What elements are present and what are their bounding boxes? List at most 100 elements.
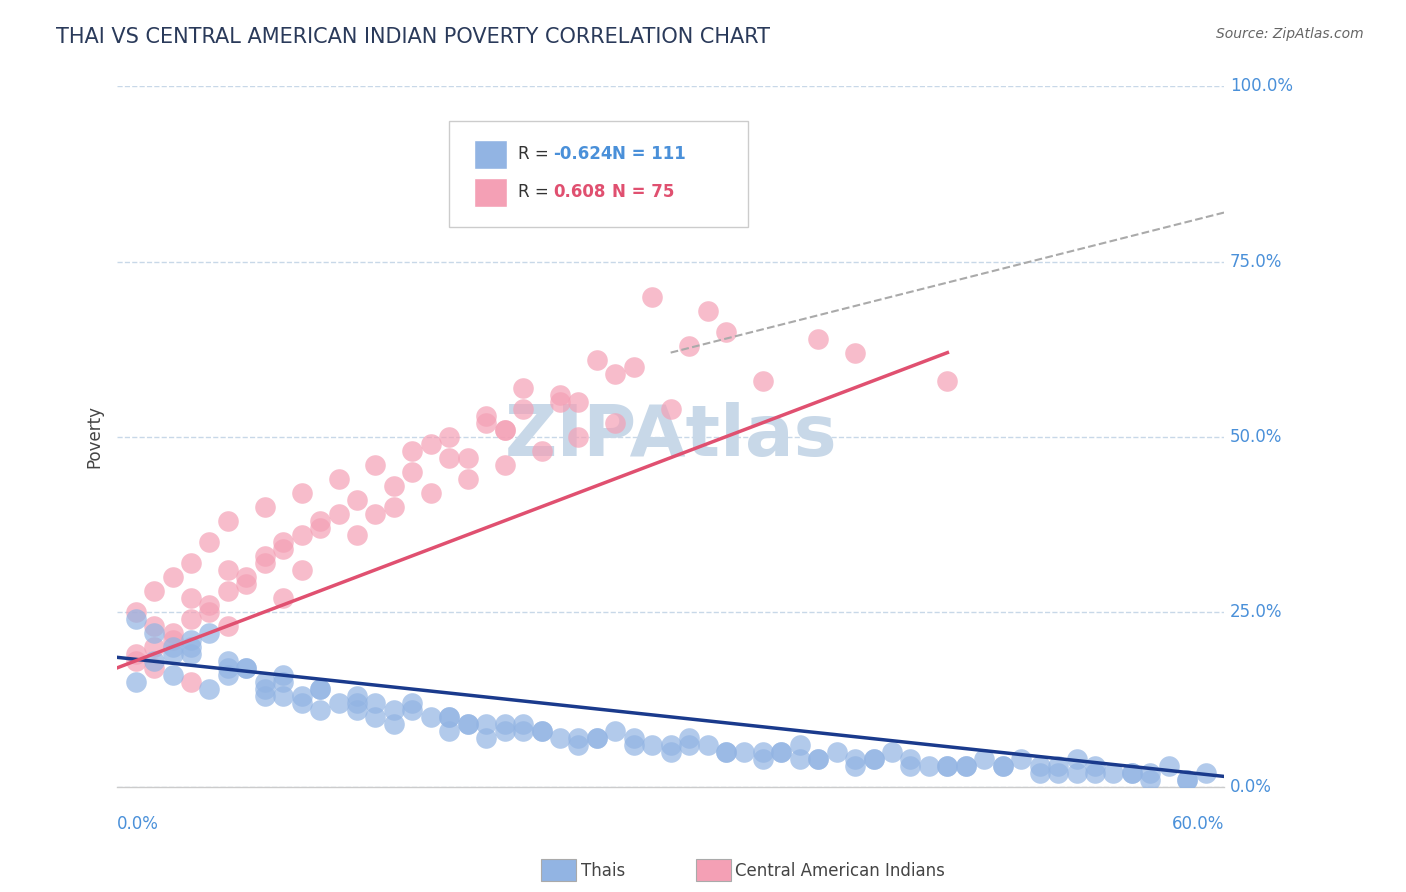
Point [880,745,903,759]
Point [494,423,516,437]
Point [1102,765,1125,780]
Point [180,647,202,661]
Point [714,325,737,339]
Point [162,632,184,647]
Point [530,723,553,738]
Point [494,423,516,437]
Point [1139,765,1161,780]
Text: R =: R = [517,183,554,202]
Point [346,492,368,507]
Point [457,717,479,731]
Point [162,640,184,654]
Point [253,500,276,514]
Point [714,745,737,759]
Point [271,591,294,605]
Point [235,576,257,591]
Text: N = 111: N = 111 [612,145,686,163]
Point [973,752,995,766]
Point [217,563,239,577]
Point [309,514,332,528]
Point [918,759,941,773]
Point [346,696,368,710]
Point [733,745,755,759]
Point [844,345,866,359]
Point [696,738,718,752]
Point [936,759,959,773]
Point [457,717,479,731]
Point [548,731,571,745]
Point [291,696,314,710]
Point [567,430,589,444]
Point [1028,759,1050,773]
Point [271,689,294,703]
Point [217,654,239,668]
Point [309,703,332,717]
Point [475,731,498,745]
Point [309,521,332,535]
Point [235,661,257,675]
Point [143,640,166,654]
Point [419,710,441,724]
Point [1028,765,1050,780]
Point [328,507,350,521]
Text: 75.0%: 75.0% [1230,252,1282,270]
Point [217,619,239,633]
Point [1084,765,1107,780]
Point [1047,765,1070,780]
Point [124,605,146,619]
Point [770,745,793,759]
Point [678,338,700,352]
Point [457,450,479,465]
Point [789,738,811,752]
Point [235,570,257,584]
Point [198,598,221,612]
Point [346,689,368,703]
Point [419,436,441,450]
Point [1157,759,1180,773]
Point [217,661,239,675]
Point [143,583,166,598]
Point [291,689,314,703]
Point [198,605,221,619]
Point [494,717,516,731]
Point [530,723,553,738]
Point [217,514,239,528]
Text: 100.0%: 100.0% [1230,78,1292,95]
Point [346,703,368,717]
Point [328,472,350,486]
Point [862,752,884,766]
Point [900,759,922,773]
Point [439,723,461,738]
Point [124,647,146,661]
Point [659,401,682,416]
Text: -0.624: -0.624 [554,145,613,163]
Point [180,640,202,654]
Point [328,696,350,710]
Text: N = 75: N = 75 [612,183,675,202]
Point [494,458,516,472]
Point [364,696,387,710]
Point [235,661,257,675]
Point [1175,772,1198,787]
Point [401,465,423,479]
Point [162,647,184,661]
Text: 0.0%: 0.0% [117,815,159,833]
Point [548,394,571,409]
Point [457,472,479,486]
Point [143,654,166,668]
Point [567,731,589,745]
Text: 0.608: 0.608 [554,183,606,202]
Point [198,681,221,696]
Point [419,485,441,500]
Text: Thais: Thais [581,862,624,880]
Point [623,359,645,374]
Point [291,527,314,541]
Point [198,534,221,549]
Point [641,738,664,752]
Point [1121,765,1143,780]
Point [253,674,276,689]
Point [862,752,884,766]
Point [623,731,645,745]
Point [752,374,775,388]
Point [512,723,534,738]
